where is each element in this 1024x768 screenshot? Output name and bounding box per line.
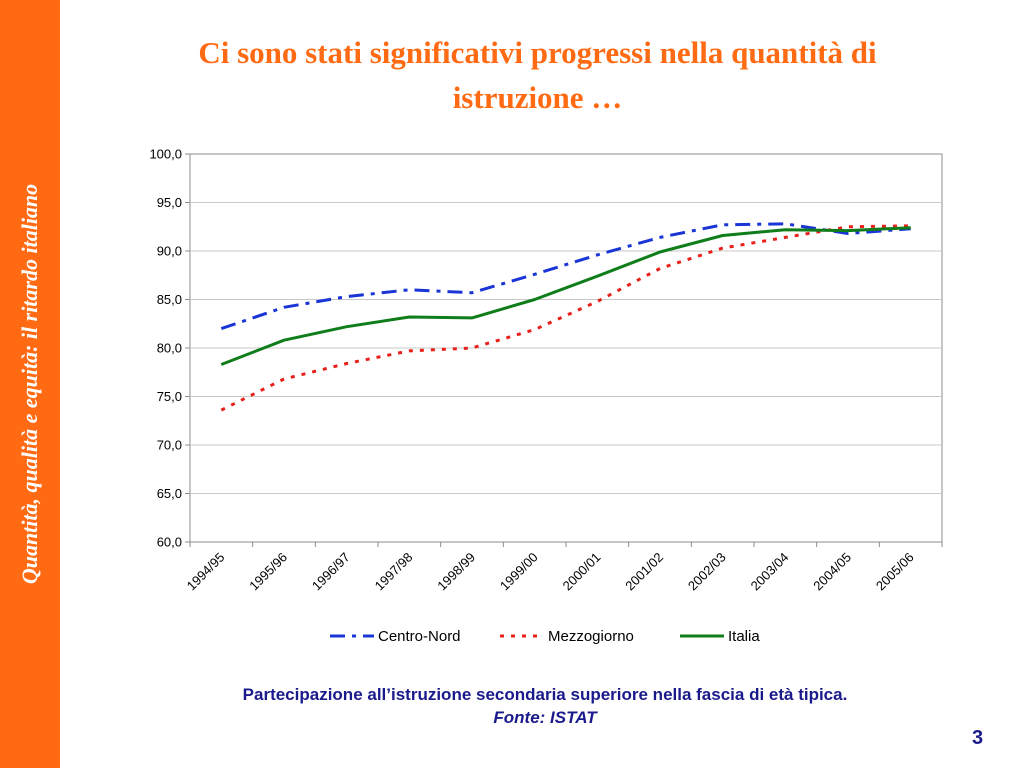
y-tick-label: 90,0 (157, 244, 182, 259)
legend-label: Centro-Nord (378, 628, 461, 645)
slide-title: Ci sono stati significativi progressi ne… (198, 35, 877, 115)
series-line-mezzogiorno (220, 224, 911, 412)
x-tick-label: 2003/04 (748, 550, 792, 594)
x-tick-label: 1996/97 (309, 550, 353, 594)
x-tick-label: 2005/06 (873, 550, 917, 594)
x-tick-label: 1999/00 (497, 550, 541, 594)
y-tick-label: 85,0 (157, 292, 182, 307)
x-tick-label: 1994/95 (184, 550, 228, 594)
caption-description: Partecipazione all’istruzione secondaria… (242, 685, 848, 704)
y-tick-label: 60,0 (157, 535, 182, 550)
series-line-italia (220, 226, 911, 366)
y-tick-label: 95,0 (157, 195, 182, 210)
x-tick-label: 1995/96 (246, 550, 290, 594)
legend-label: Italia (728, 628, 760, 645)
y-tick-label: 80,0 (157, 341, 182, 356)
x-tick-label: 1997/98 (372, 550, 416, 594)
x-tick-label: 1998/99 (434, 550, 478, 594)
x-tick-label: 2002/03 (685, 550, 729, 594)
series-line-centro-nord (220, 222, 911, 331)
legend-label: Mezzogiorno (548, 628, 634, 645)
y-tick-label: 75,0 (157, 389, 182, 404)
caption-source: Fonte: ISTAT (493, 708, 597, 727)
y-tick-label: 70,0 (157, 438, 182, 453)
x-tick-label: 2000/01 (560, 550, 604, 594)
x-tick-label: 2001/02 (622, 550, 666, 594)
chart-caption: Partecipazione all’istruzione secondaria… (150, 683, 940, 729)
x-tick-label: 2004/05 (810, 550, 854, 594)
page-number: 3 (972, 727, 984, 749)
sidebar-band: Quantità, qualità e equità: il ritardo i… (0, 0, 60, 768)
y-tick-label: 65,0 (157, 486, 182, 501)
y-tick-label: 100,0 (149, 147, 182, 162)
